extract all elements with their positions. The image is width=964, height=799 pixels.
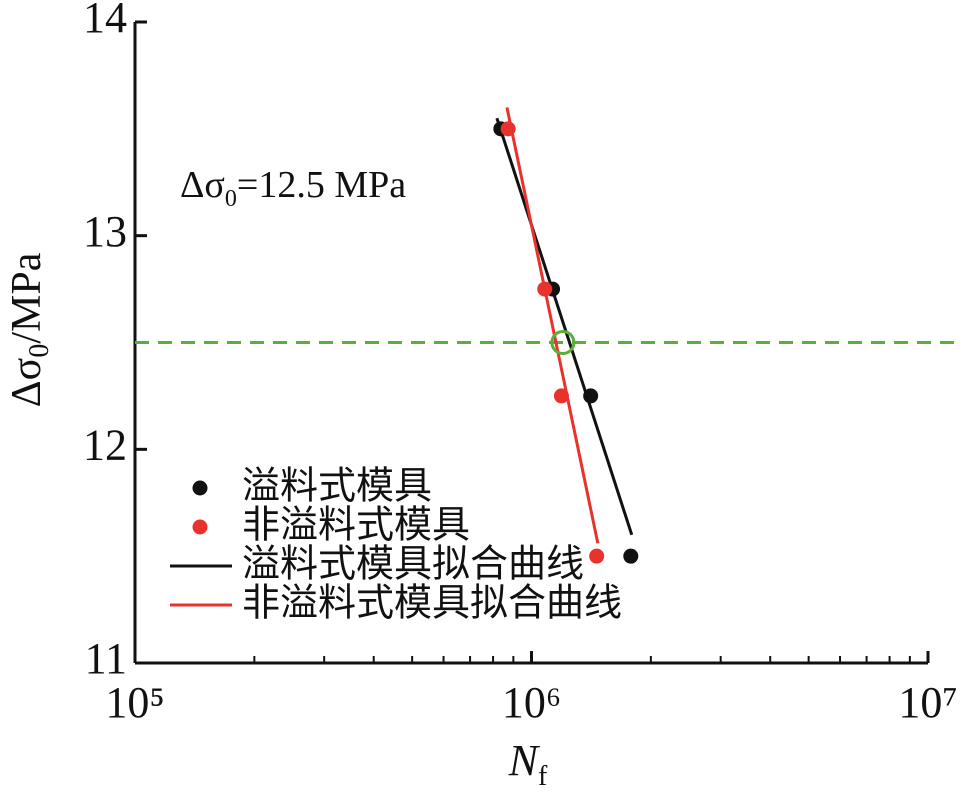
data-point — [500, 121, 516, 137]
legend-label: 溢料式模具拟合曲线 — [242, 542, 584, 586]
x-tick-label: 10⁷ — [898, 678, 957, 727]
legend-label: 非溢料式模具 — [242, 503, 470, 547]
intersection-marker — [550, 330, 576, 355]
x-tick-label: 10⁶ — [502, 678, 561, 727]
x-tick-label: 10⁵ — [105, 678, 164, 727]
fit-line — [495, 117, 634, 536]
annotation-rest: =12.5 MPa — [237, 164, 406, 206]
y-tick-label: 11 — [85, 634, 127, 683]
data-point — [553, 388, 569, 404]
y-tick-label: 13 — [83, 207, 127, 256]
y-label-sub: 0 — [24, 344, 55, 358]
data-point — [589, 548, 605, 564]
x-axis-label: Nf — [508, 736, 548, 792]
annotation-main: Δσ — [180, 164, 225, 206]
data-point — [623, 548, 639, 564]
y-tick-label: 12 — [83, 420, 127, 469]
legend-marker — [192, 519, 208, 535]
y-tick-label: 14 — [83, 0, 127, 42]
data-point — [537, 281, 553, 297]
y-label-rest: /MPa — [4, 252, 50, 343]
annotation-sub: 0 — [225, 186, 237, 212]
y-label-main: Δσ — [4, 358, 50, 408]
y-axis-label: Δσ0/MPa — [4, 252, 56, 407]
legend-marker — [192, 480, 208, 496]
data-point — [583, 388, 599, 404]
legend-label: 溢料式模具 — [242, 464, 432, 508]
legend-label: 非溢料式模具拟合曲线 — [242, 581, 622, 625]
fit-line — [505, 107, 600, 544]
x-label-main: N — [508, 736, 541, 785]
x-label-sub: f — [538, 761, 548, 792]
annotation: Δσ0=12.5 MPa — [180, 164, 406, 212]
